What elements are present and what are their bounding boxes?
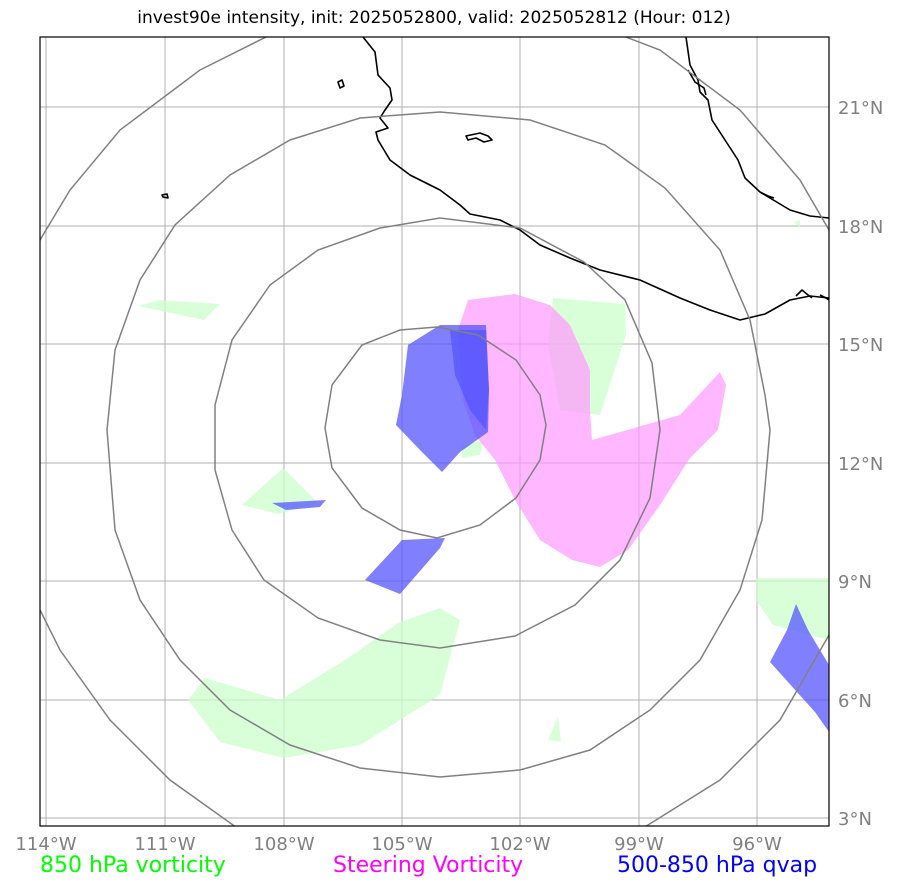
lon-tick-label: 105°W: [371, 834, 432, 855]
vorticity850-area: [548, 716, 561, 742]
steering-vorticity-area: [458, 294, 726, 567]
plot-frame: [39, 36, 830, 827]
legend-steering-vorticity: Steering Vorticity: [333, 853, 524, 878]
legend-qvap: 500-850 hPa qvap: [617, 853, 818, 878]
vorticity850-area: [138, 300, 220, 320]
range-ring: [324, 326, 547, 539]
lon-axis-labels: 114°W 111°W 108°W 105°W 102°W 99°W 96°W: [15, 834, 782, 855]
lat-tick-label: 9°N: [838, 572, 872, 593]
coastline: [161, 37, 829, 321]
lon-tick-label: 108°W: [253, 834, 314, 855]
lat-tick-label: 6°N: [838, 691, 872, 712]
lat-tick-label: 3°N: [838, 809, 872, 830]
lon-tick-label: 114°W: [15, 834, 76, 855]
vorticity850-area: [756, 578, 829, 640]
qvap-layer: [272, 325, 829, 732]
lat-tick-label: 12°N: [838, 454, 883, 475]
range-ring: [106, 111, 771, 778]
vorticity850-area: [188, 608, 460, 758]
qvap-area: [272, 500, 326, 510]
lat-tick-label: 15°N: [838, 335, 883, 356]
qvap-area: [365, 538, 445, 594]
lat-tick-label: 21°N: [838, 98, 883, 119]
lon-tick-label: 99°W: [614, 834, 664, 855]
legend-vorticity850: 850 hPa vorticity: [40, 853, 226, 878]
lon-tick-label: 102°W: [489, 834, 550, 855]
lon-tick-label: 96°W: [732, 834, 782, 855]
range-ring: [214, 217, 661, 649]
lat-axis-labels: 21°N 18°N 15°N 12°N 9°N 6°N 3°N: [838, 98, 883, 830]
qvap-area: [770, 604, 829, 732]
map-title: invest90e intensity, init: 2025052800, v…: [137, 8, 731, 28]
lon-tick-label: 111°W: [134, 834, 195, 855]
lat-tick-label: 18°N: [838, 217, 883, 238]
vorticity850-area: [794, 220, 800, 228]
steering-vorticity-layer: [458, 294, 726, 567]
range-rings: [40, 37, 829, 826]
qvap-area: [450, 330, 489, 430]
range-ring: [40, 37, 829, 826]
